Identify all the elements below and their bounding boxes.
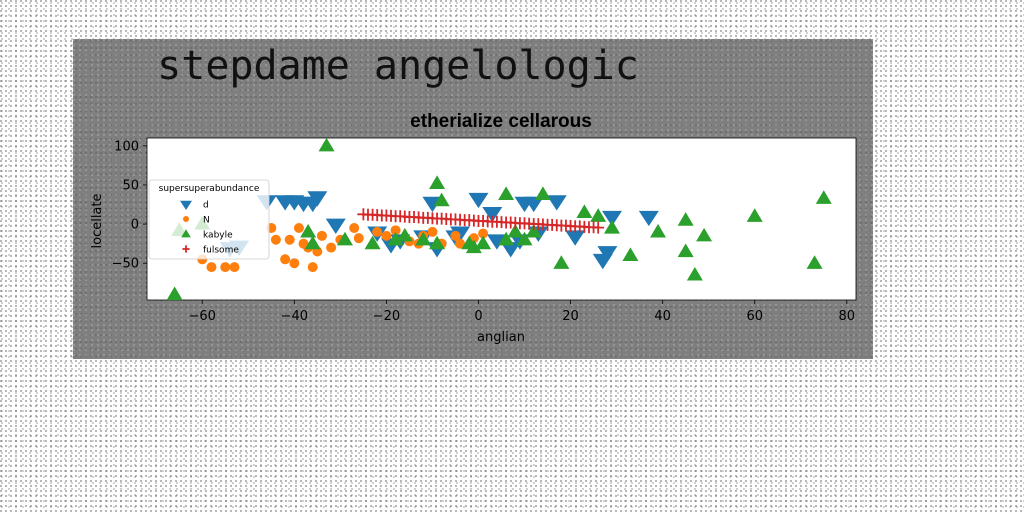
data-point xyxy=(576,204,593,218)
data-point xyxy=(525,223,542,238)
data-point xyxy=(326,242,337,253)
y-tick-label: 100 xyxy=(114,139,139,154)
data-point xyxy=(597,246,618,262)
data-point xyxy=(433,192,450,207)
data-point xyxy=(304,235,321,250)
legend-marker xyxy=(181,229,191,238)
x-tick-label: 80 xyxy=(839,309,856,324)
y-axis-label: locellate xyxy=(90,194,105,249)
data-point xyxy=(677,243,694,258)
data-point xyxy=(498,186,515,200)
series-fulsome xyxy=(357,208,605,234)
data-point xyxy=(590,208,607,222)
legend-marker xyxy=(180,200,192,210)
data-point xyxy=(746,208,763,222)
x-tick-label: −60 xyxy=(189,309,216,324)
data-point xyxy=(475,235,492,250)
data-point xyxy=(307,262,318,273)
data-point xyxy=(220,262,231,273)
figure-suptitle: stepdame angelologic xyxy=(157,43,639,89)
x-tick-label: 0 xyxy=(474,309,482,324)
chart-title: etherialize cellarous xyxy=(410,111,592,132)
data-point xyxy=(284,234,295,245)
data-point xyxy=(478,228,489,239)
data-point xyxy=(516,231,533,246)
data-point xyxy=(372,226,383,237)
data-point xyxy=(429,235,446,250)
data-point xyxy=(387,231,404,246)
y-tick-label: 50 xyxy=(122,178,139,193)
data-point xyxy=(696,227,713,242)
data-point xyxy=(307,191,328,207)
data-point xyxy=(534,186,551,200)
data-point xyxy=(318,137,335,152)
x-tick-label: 40 xyxy=(654,309,671,324)
data-point xyxy=(396,227,413,242)
data-point xyxy=(455,238,466,249)
legend-title: supersuperabundance xyxy=(159,184,260,194)
data-point xyxy=(427,226,438,237)
x-tick-label: −20 xyxy=(373,309,400,324)
legend-label: fulsome xyxy=(203,246,239,256)
data-point xyxy=(166,286,183,301)
data-point xyxy=(390,225,401,236)
data-point xyxy=(500,242,521,258)
data-point xyxy=(381,230,392,241)
x-tick-label: 20 xyxy=(562,309,579,324)
data-point xyxy=(523,196,544,213)
data-point xyxy=(686,266,703,281)
data-point xyxy=(553,255,570,269)
data-point xyxy=(270,234,281,245)
data-point xyxy=(336,231,353,246)
data-point xyxy=(415,231,432,246)
data-point xyxy=(289,258,300,269)
data-point xyxy=(364,235,381,250)
data-point xyxy=(206,262,217,273)
data-point xyxy=(468,192,489,209)
data-point xyxy=(565,230,586,246)
figure: stepdame angelologic etherialize cellaro… xyxy=(73,39,873,359)
x-axis-label: anglian xyxy=(477,330,525,345)
data-point xyxy=(300,223,317,238)
data-point xyxy=(349,223,360,233)
data-point xyxy=(638,210,659,227)
data-point xyxy=(507,223,524,238)
data-point xyxy=(353,233,364,244)
data-point xyxy=(450,230,461,241)
y-tick-label: 0 xyxy=(131,218,139,233)
x-tick-label: 60 xyxy=(746,309,763,324)
data-point xyxy=(601,210,622,227)
data-point xyxy=(465,239,482,254)
data-point xyxy=(677,212,694,226)
data-point xyxy=(482,206,503,223)
data-point xyxy=(815,190,832,204)
data-point xyxy=(806,255,823,269)
chart: etherialize cellarous anglian locellate … xyxy=(90,111,857,345)
data-point xyxy=(486,234,507,250)
data-point xyxy=(229,262,240,273)
x-tick-label: −40 xyxy=(281,309,308,324)
data-point xyxy=(429,175,446,189)
data-point xyxy=(293,223,304,233)
legend-marker xyxy=(183,216,189,222)
data-point xyxy=(622,247,639,261)
legend-box xyxy=(148,179,270,260)
data-point xyxy=(546,195,567,211)
data-point xyxy=(650,223,667,238)
legend-label: kabyle xyxy=(203,231,233,241)
data-point xyxy=(498,231,515,246)
y-tick-label: −50 xyxy=(112,257,139,272)
data-point xyxy=(592,221,605,234)
legend-marker xyxy=(182,245,190,253)
data-point xyxy=(603,220,620,234)
data-point xyxy=(280,254,291,265)
legend-label: d xyxy=(203,201,209,211)
data-point xyxy=(316,230,327,241)
data-point xyxy=(325,218,346,234)
legend-label: N xyxy=(203,216,210,226)
